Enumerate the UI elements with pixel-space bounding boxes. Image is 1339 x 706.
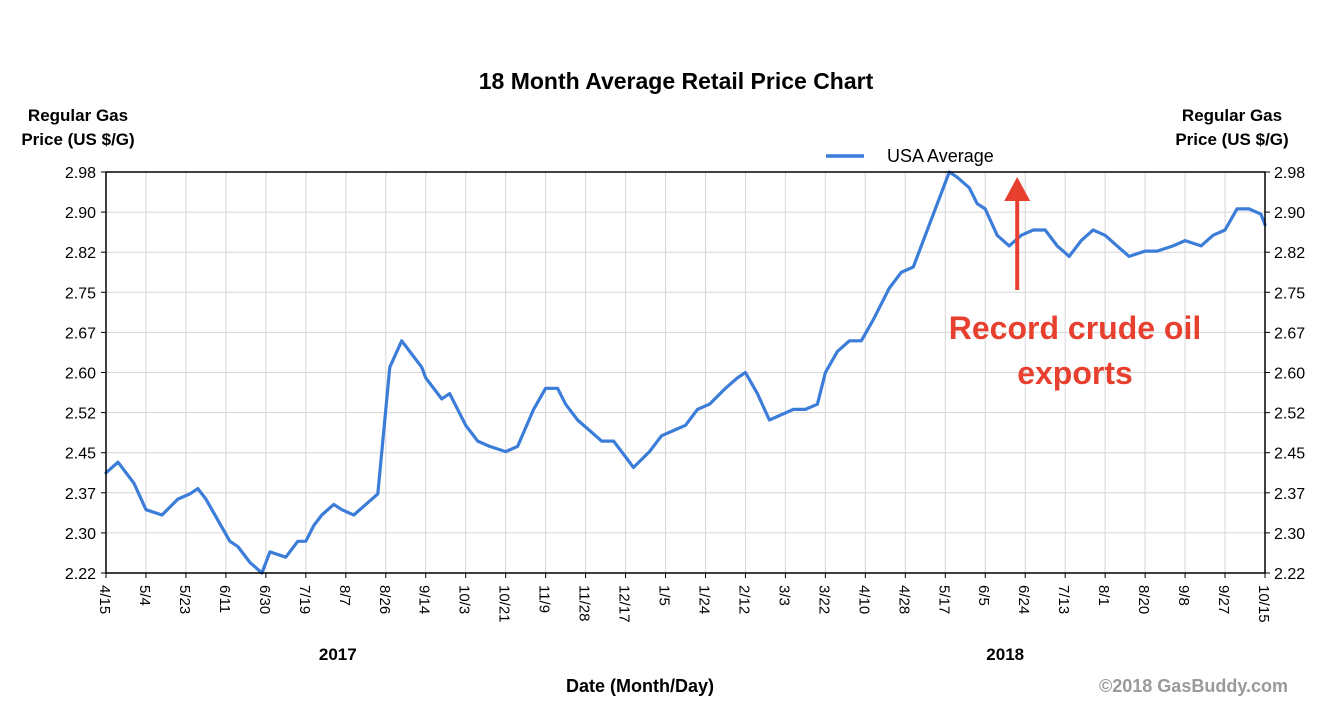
x-tick-label: 10/21	[496, 585, 513, 623]
annotation-arrow-head	[1004, 177, 1031, 201]
y-tick-label-right: 2.90	[1274, 205, 1305, 222]
x-tick-label: 7/19	[296, 585, 313, 614]
annotation-text-line2: exports	[1017, 355, 1133, 391]
x-tick-label: 9/27	[1215, 585, 1232, 614]
x-tick-label: 9/14	[416, 585, 433, 614]
y-tick-label-right: 2.98	[1274, 165, 1305, 182]
y-tick-label-right: 2.45	[1274, 446, 1305, 463]
y-tick-label-right: 2.75	[1274, 285, 1305, 302]
copyright: ©2018 GasBuddy.com	[1099, 676, 1288, 696]
x-tick-label: 10/3	[456, 585, 473, 614]
y-tick-label-right: 2.60	[1274, 366, 1305, 383]
x-tick-label: 5/4	[136, 585, 153, 606]
grid	[106, 172, 1265, 573]
x-ticks: 4/15 5/4 5/23 6/11 6/30 7/19 8/7 8/26 9/14 10/3 10…	[96, 573, 1272, 623]
year-label: 2017	[319, 645, 357, 664]
annotation-text-line1: Record crude oil	[949, 310, 1202, 346]
x-tick-label: 6/24	[1015, 585, 1032, 614]
year-label: 2018	[986, 645, 1024, 664]
x-axis-title: Date (Month/Day)	[566, 676, 714, 696]
x-tick-label: 8/20	[1135, 585, 1152, 614]
y-axis-title-right-line2: Price (US $/G)	[1175, 130, 1288, 149]
y-tick-label-left: 2.22	[65, 566, 96, 583]
y-ticks-right: 2.98 2.90 2.82 2.75 2.67 2.60 2.52 2.45 2.37 2.30…	[1265, 165, 1305, 583]
y-tick-label-right: 2.67	[1274, 325, 1305, 342]
x-tick-label: 5/23	[176, 585, 193, 614]
x-tick-label: 4/10	[855, 585, 872, 614]
y-tick-label-right: 2.82	[1274, 245, 1305, 262]
y-axis-title-right-line1: Regular Gas	[1182, 106, 1282, 125]
y-tick-label-left: 2.75	[65, 285, 96, 302]
y-tick-label-left: 2.98	[65, 165, 96, 182]
x-tick-label: 6/11	[216, 585, 233, 613]
x-tick-label: 9/8	[1175, 585, 1192, 606]
y-tick-label-left: 2.60	[65, 366, 96, 383]
x-tick-label: 1/5	[656, 585, 673, 606]
y-tick-label-right: 2.30	[1274, 526, 1305, 543]
y-axis-title-left-line2: Price (US $/G)	[21, 130, 134, 149]
y-tick-label-left: 2.37	[65, 486, 96, 503]
chart-title: 18 Month Average Retail Price Chart	[479, 68, 874, 94]
x-tick-label: 7/13	[1055, 585, 1072, 614]
y-ticks-left: 2.98 2.90 2.82 2.75 2.67 2.60 2.52 2.45 2.37 2.30…	[65, 165, 106, 583]
y-tick-label-left: 2.52	[65, 406, 96, 423]
year-labels: 2017 2018	[319, 645, 1024, 664]
y-tick-label-left: 2.45	[65, 446, 96, 463]
y-axis-title-left-line1: Regular Gas	[28, 106, 128, 125]
y-tick-label-right: 2.52	[1274, 406, 1305, 423]
annotation: Record crude oil exports	[949, 177, 1202, 391]
x-tick-label: 12/17	[616, 585, 633, 623]
y-tick-label-right: 2.37	[1274, 486, 1305, 503]
x-tick-label: 2/12	[735, 585, 752, 614]
legend: USA Average	[826, 146, 994, 166]
x-tick-label: 4/15	[96, 585, 113, 614]
x-tick-label: 11/28	[576, 585, 593, 621]
x-tick-label: 8/1	[1095, 585, 1112, 606]
y-tick-label-left: 2.82	[65, 245, 96, 262]
x-tick-label: 6/5	[975, 585, 992, 606]
y-tick-label-left: 2.67	[65, 325, 96, 342]
x-tick-label: 5/17	[935, 585, 952, 614]
x-tick-label: 10/15	[1255, 585, 1272, 623]
y-tick-label-left: 2.30	[65, 526, 96, 543]
x-tick-label: 3/3	[775, 585, 792, 606]
x-tick-label: 11/9	[536, 585, 553, 613]
x-tick-label: 1/24	[695, 585, 712, 614]
series-line-usa-average	[104, 170, 1267, 575]
x-tick-label: 3/22	[815, 585, 832, 614]
x-tick-label: 8/26	[376, 585, 393, 614]
legend-label: USA Average	[887, 146, 994, 166]
x-tick-label: 6/30	[256, 585, 273, 614]
y-tick-label-left: 2.90	[65, 205, 96, 222]
x-tick-label: 4/28	[895, 585, 912, 614]
x-tick-label: 8/7	[336, 585, 353, 606]
y-tick-label-right: 2.22	[1274, 566, 1305, 583]
plot-frame	[105, 171, 1266, 574]
